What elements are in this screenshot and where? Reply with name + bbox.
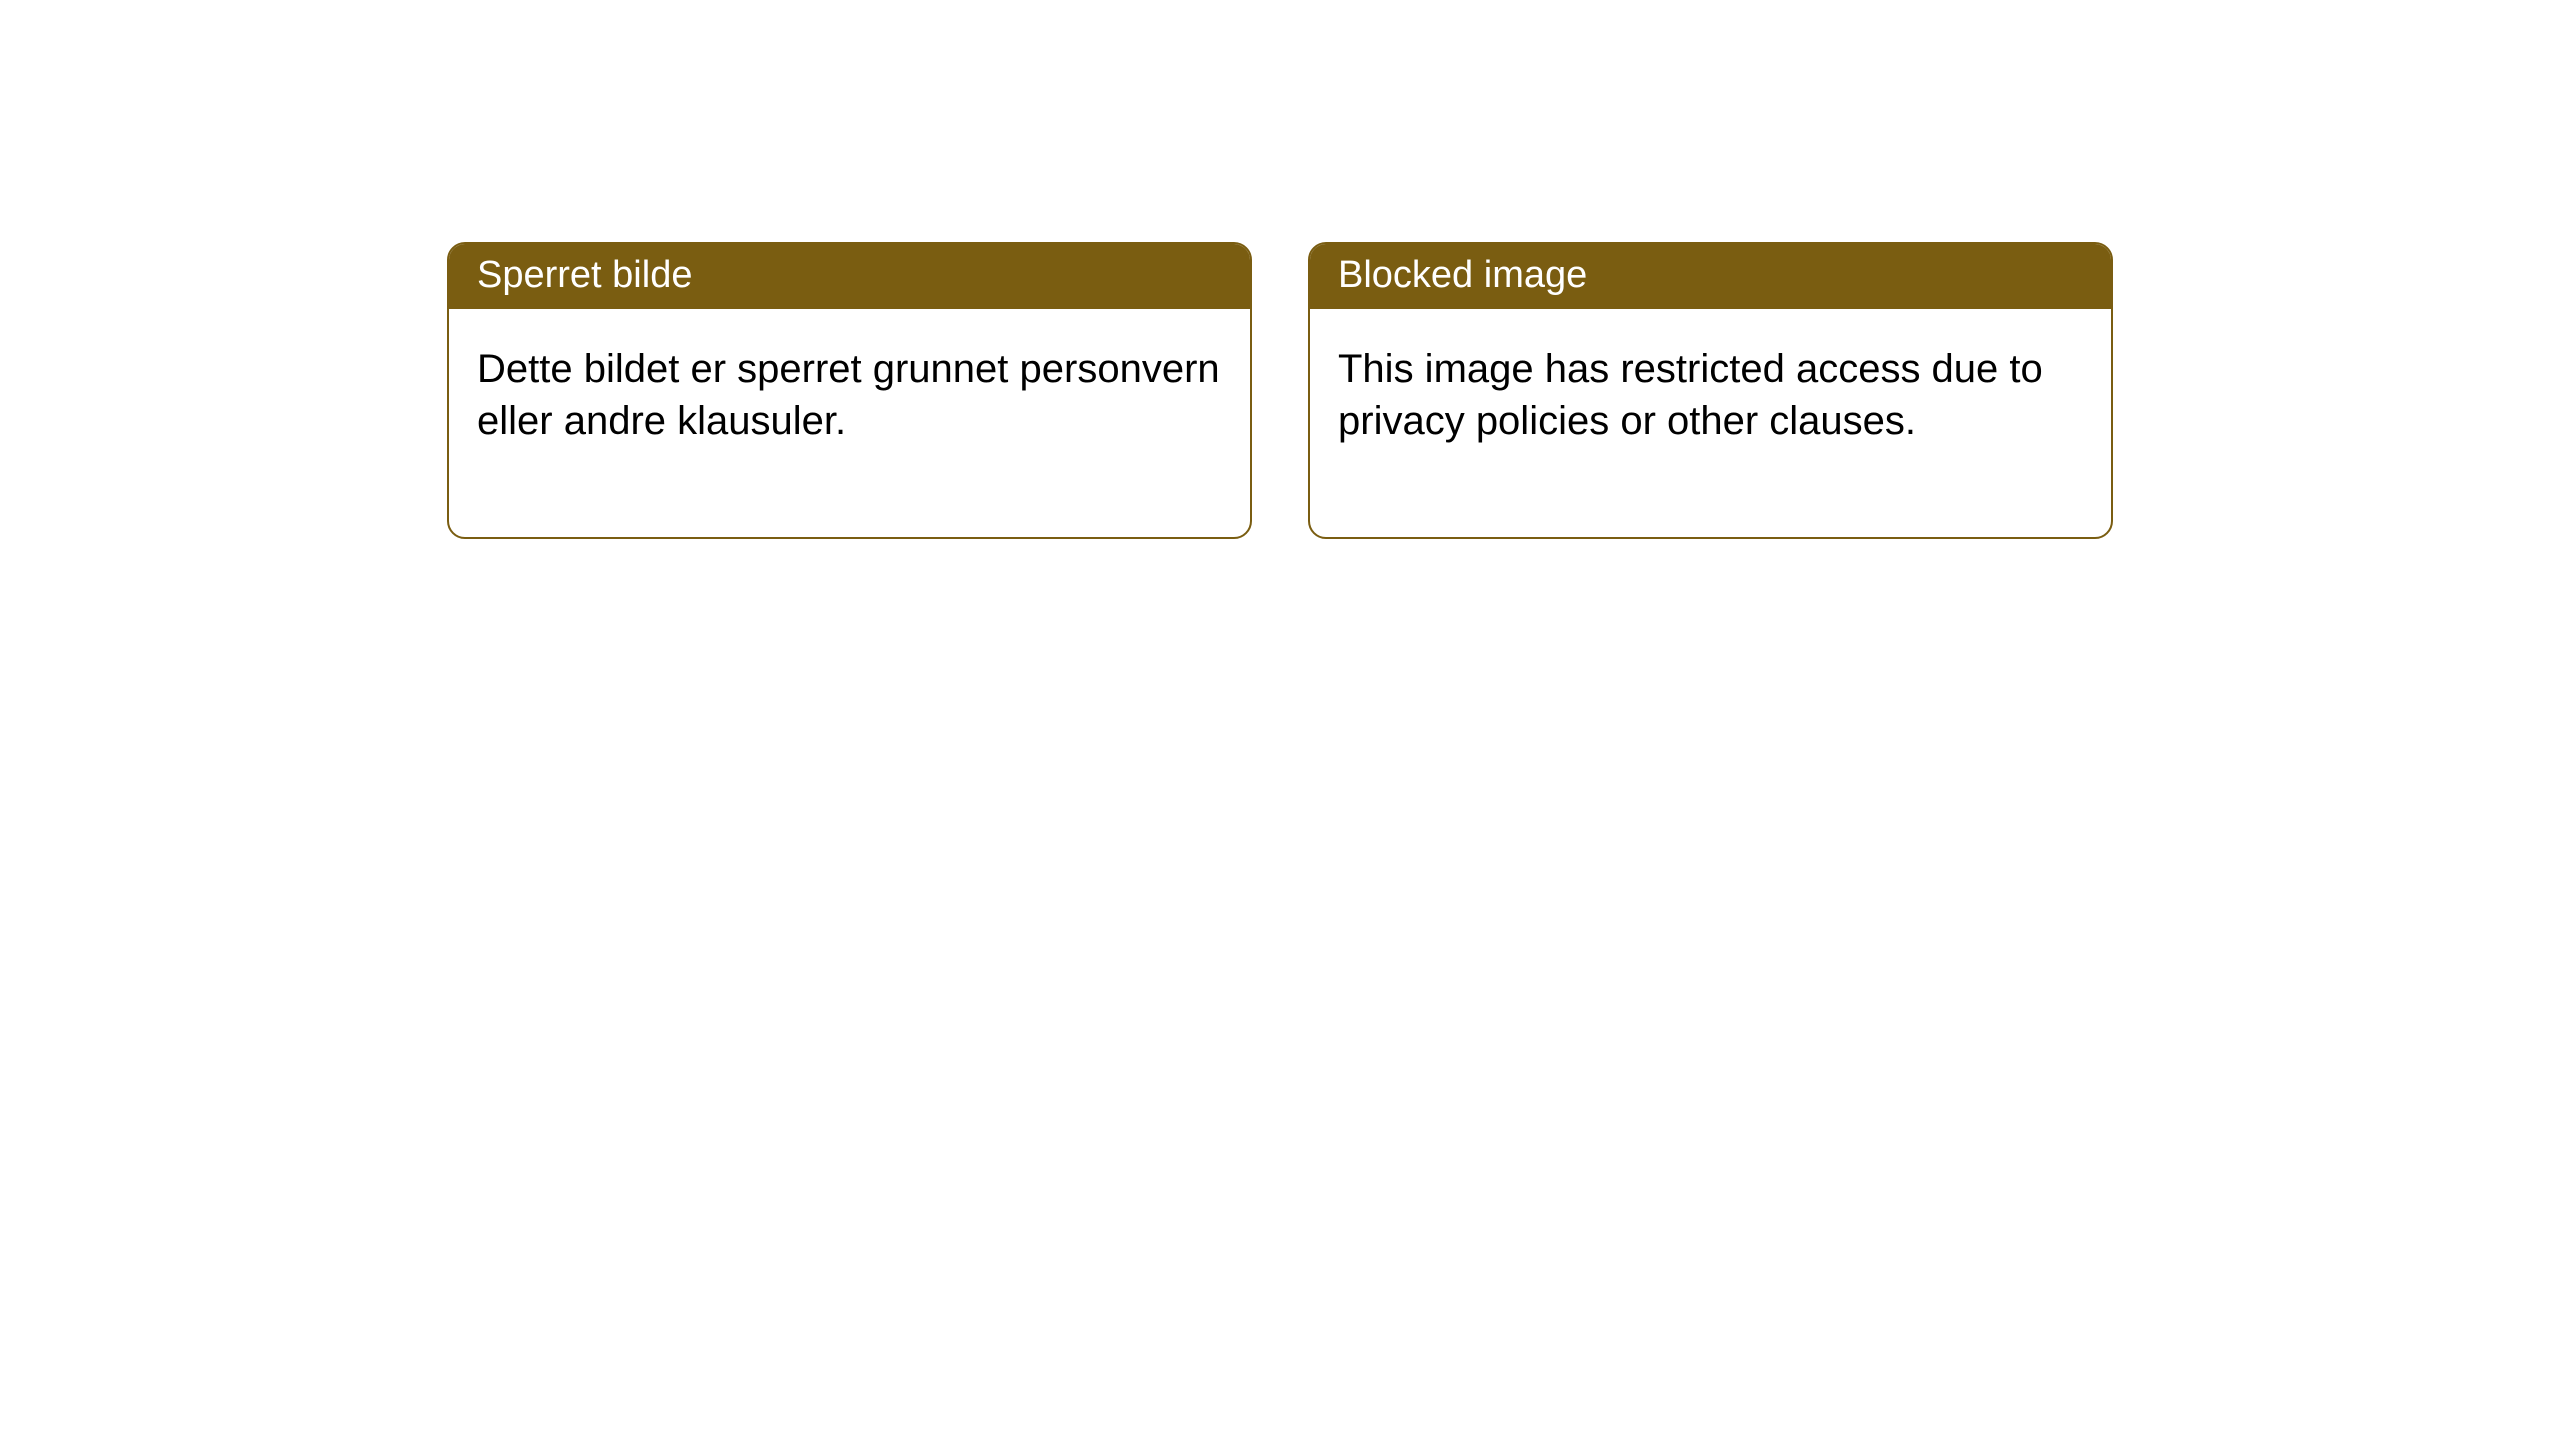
notice-title-no: Sperret bilde (449, 244, 1250, 309)
notice-body-en: This image has restricted access due to … (1310, 309, 2111, 537)
notice-container: Sperret bilde Dette bildet er sperret gr… (0, 0, 2560, 539)
blocked-image-notice-en: Blocked image This image has restricted … (1308, 242, 2113, 539)
blocked-image-notice-no: Sperret bilde Dette bildet er sperret gr… (447, 242, 1252, 539)
notice-body-no: Dette bildet er sperret grunnet personve… (449, 309, 1250, 537)
notice-title-en: Blocked image (1310, 244, 2111, 309)
